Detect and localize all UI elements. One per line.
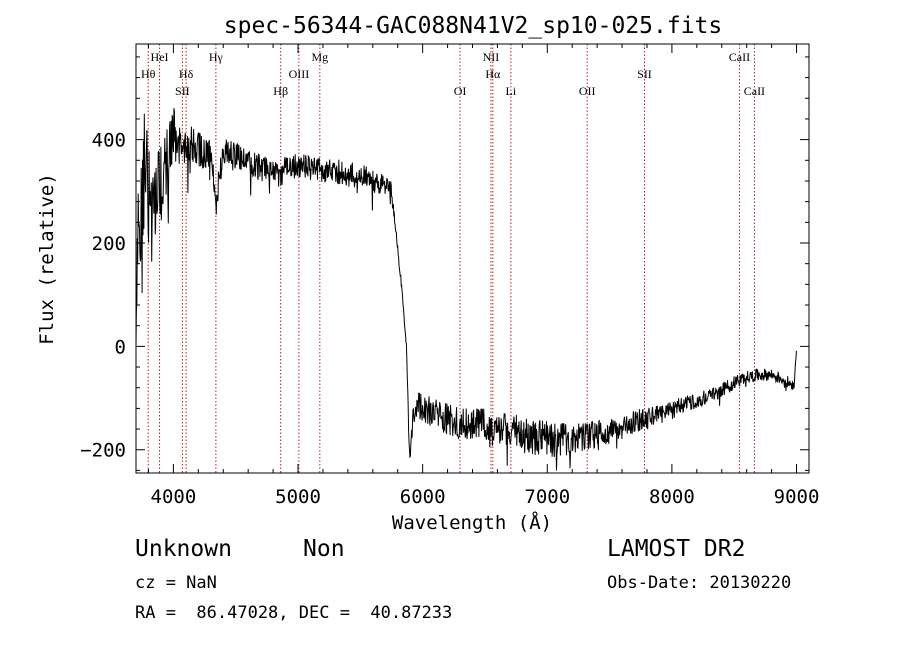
x-axis-ticks: 4000 5000 6000 7000 8000 9000 xyxy=(147,44,820,508)
line-label: Hθ xyxy=(141,67,156,81)
redshift-cz: cz = NaN xyxy=(135,573,217,593)
line-label: OII xyxy=(579,84,596,98)
line-label: Hγ xyxy=(209,50,224,64)
line-label: NII xyxy=(483,50,500,64)
y-axis-label: Flux (relative) xyxy=(36,173,58,345)
x-tick-label: 9000 xyxy=(774,486,820,508)
line-label: Li xyxy=(506,84,517,98)
plot-frame xyxy=(135,43,810,474)
x-tick-label: 7000 xyxy=(524,486,570,508)
line-label: HeI xyxy=(151,50,169,64)
y-axis-ticks: −200 0 200 400 xyxy=(80,56,809,471)
line-label: CaII xyxy=(744,84,765,98)
line-label: SII xyxy=(175,84,190,98)
object-class: Unknown xyxy=(135,536,232,562)
line-label: SII xyxy=(637,67,652,81)
line-markers xyxy=(147,44,755,473)
x-tick-label: 5000 xyxy=(275,486,321,508)
y-tick-label: 200 xyxy=(92,233,126,255)
line-label: CaII xyxy=(729,50,750,64)
object-subclass: Non xyxy=(303,536,345,562)
line-label: OI xyxy=(454,84,467,98)
spectrum-line xyxy=(135,108,797,471)
y-tick-label: 400 xyxy=(92,130,126,152)
x-tick-label: 4000 xyxy=(151,486,197,508)
line-label: Hδ xyxy=(179,67,194,81)
chart-title: spec-56344-GAC088N41V2_sp10-025.fits xyxy=(224,13,723,39)
y-tick-label: 0 xyxy=(115,336,126,358)
x-tick-label: 8000 xyxy=(649,486,695,508)
x-tick-label: 6000 xyxy=(400,486,446,508)
line-label: Hβ xyxy=(273,84,288,98)
line-label: OIII xyxy=(289,67,310,81)
line-label: Hα xyxy=(485,67,501,81)
sky-coordinates: RA = 86.47028, DEC = 40.87233 xyxy=(135,603,453,623)
line-label: Mg xyxy=(311,50,328,64)
survey-name: LAMOST DR2 xyxy=(607,536,746,562)
x-axis-label: Wavelength (Å) xyxy=(392,511,552,534)
observation-date: Obs-Date: 20130220 xyxy=(607,573,792,593)
y-tick-label: −200 xyxy=(80,440,126,462)
